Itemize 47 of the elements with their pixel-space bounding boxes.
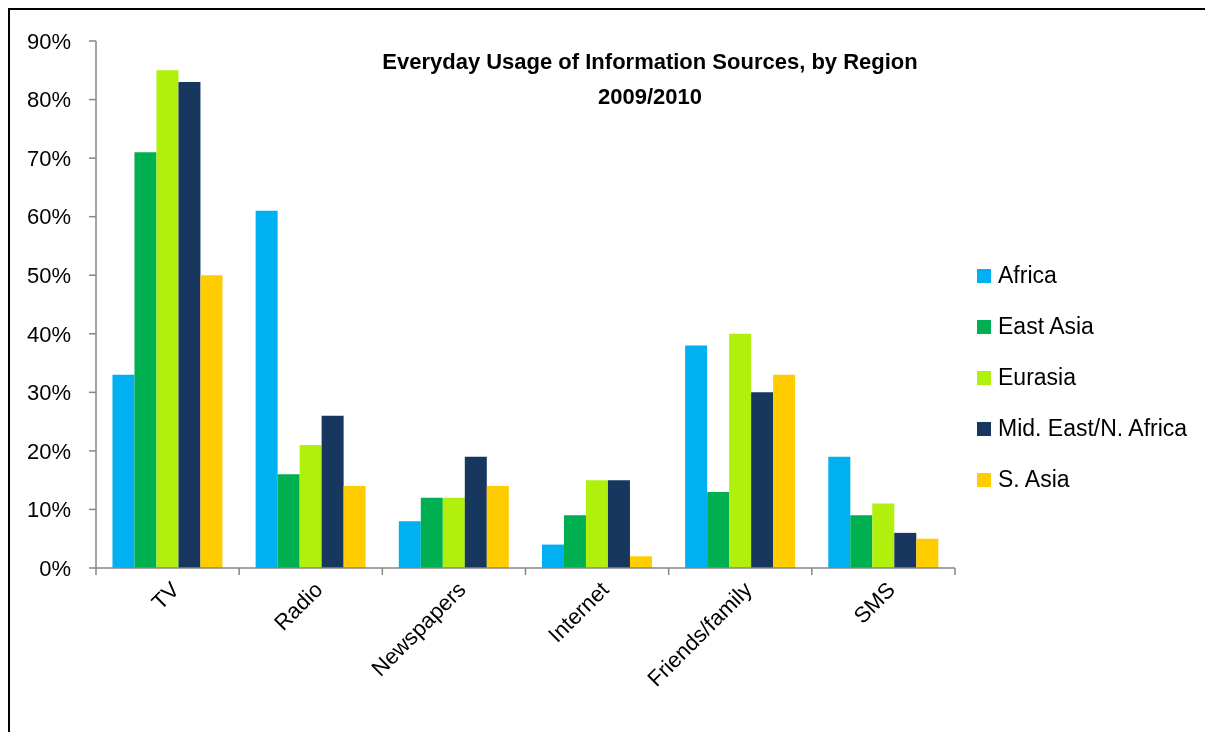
- y-tick-label: 0%: [39, 555, 71, 581]
- bar: [156, 70, 179, 568]
- legend-label: S. Asia: [998, 466, 1070, 493]
- bar: [685, 345, 708, 568]
- bar: [442, 497, 465, 568]
- text: Everyday Usage of Information Sources, by Region 2009/2010: [381, 48, 919, 111]
- y-tick-label: 40%: [26, 321, 71, 347]
- legend-label: Mid. East/N. Africa: [998, 415, 1188, 442]
- y-tick-label: 80%: [26, 87, 71, 113]
- y-tick-label: 30%: [26, 380, 71, 406]
- bar: [751, 392, 774, 568]
- bar: [398, 521, 421, 568]
- bar: [607, 480, 630, 568]
- bar: [563, 515, 586, 568]
- bar: [872, 503, 895, 568]
- bar: [894, 532, 917, 568]
- bar: [828, 456, 851, 568]
- y-tick-label: 60%: [26, 204, 71, 230]
- bar: [729, 333, 752, 568]
- bar: [773, 374, 796, 568]
- bar: [134, 152, 157, 568]
- y-tick-label: 20%: [26, 438, 71, 464]
- bar: [916, 538, 939, 568]
- bar: [629, 556, 652, 568]
- x-tick-label: TV: [146, 576, 185, 615]
- bar: [850, 515, 873, 568]
- bar: [277, 474, 300, 568]
- legend-label: East Asia: [998, 313, 1094, 340]
- legend-label: Eurasia: [998, 364, 1076, 391]
- y-tick-label: 70%: [26, 145, 71, 171]
- y-tick-label: 50%: [26, 263, 71, 289]
- bar: [299, 445, 322, 568]
- bar: [541, 544, 564, 568]
- bar: [464, 456, 487, 568]
- bar: [707, 491, 730, 568]
- bar: [321, 415, 344, 568]
- bar: [255, 210, 278, 568]
- bar: [486, 486, 509, 568]
- bar: [585, 480, 608, 568]
- bar: [343, 486, 366, 568]
- bar: [178, 81, 201, 568]
- bar: [420, 497, 443, 568]
- y-tick-label: 10%: [26, 497, 71, 523]
- bar: [200, 275, 223, 568]
- legend-label: Africa: [998, 262, 1057, 289]
- bar: [112, 374, 135, 568]
- y-tick-label: 90%: [26, 28, 71, 54]
